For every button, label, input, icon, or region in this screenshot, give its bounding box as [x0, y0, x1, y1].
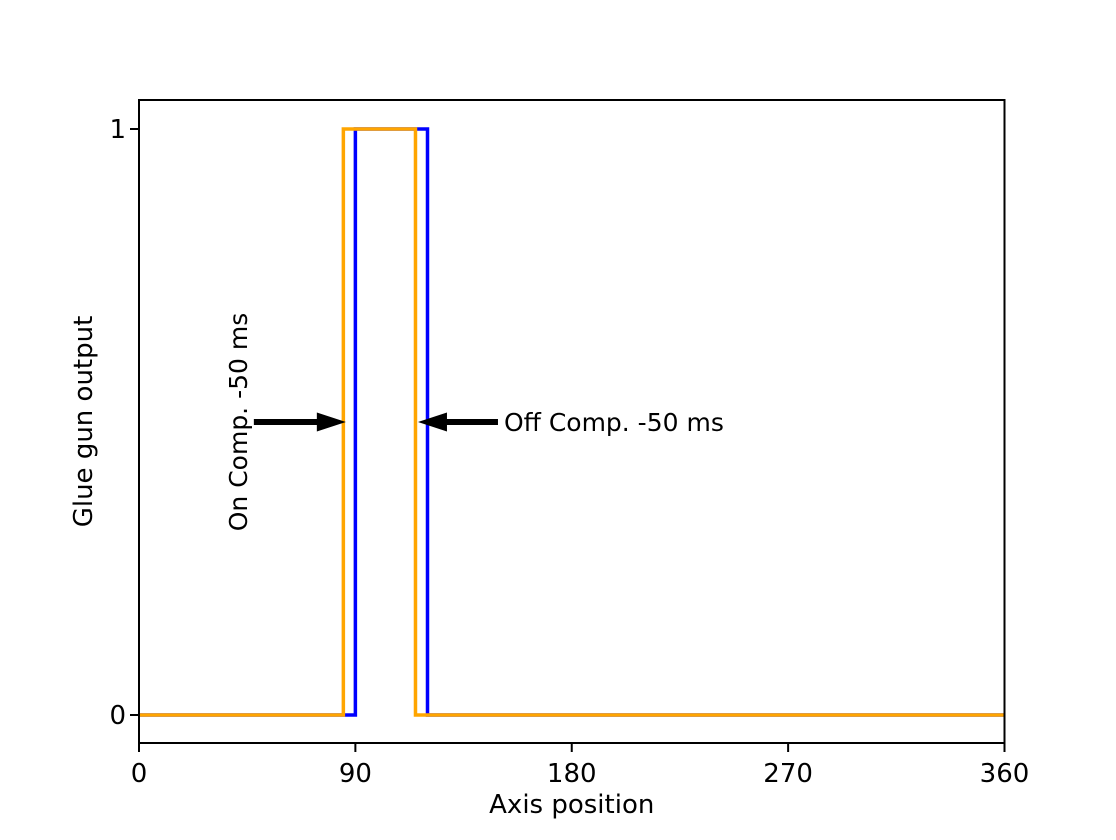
annotation-text: Off Comp. -50 ms	[504, 408, 724, 437]
y-axis-label: Glue gun output	[69, 316, 99, 528]
x-tick-label: 90	[339, 759, 372, 789]
annotation-text: On Comp. -50 ms	[224, 313, 253, 532]
y-tick-label: 0	[109, 701, 126, 731]
x-tick-label: 180	[547, 759, 597, 789]
plot-ticks-group: 0 90 180 270 360 0 1	[109, 115, 1029, 789]
annotation-arrow-head	[417, 412, 447, 432]
series-compensated-output	[139, 127, 1005, 717]
y-tick-label: 1	[109, 115, 126, 145]
x-tick-label: 270	[763, 759, 813, 789]
plot-annotations-group: On Comp. -50 ms Off Comp. -50 ms	[224, 313, 724, 532]
plot-series-group	[139, 127, 1005, 717]
annotation-arrow-head	[316, 412, 346, 432]
x-tick-label: 0	[131, 759, 148, 789]
x-tick-label: 360	[980, 759, 1030, 789]
x-axis-label: Axis position	[489, 790, 654, 820]
